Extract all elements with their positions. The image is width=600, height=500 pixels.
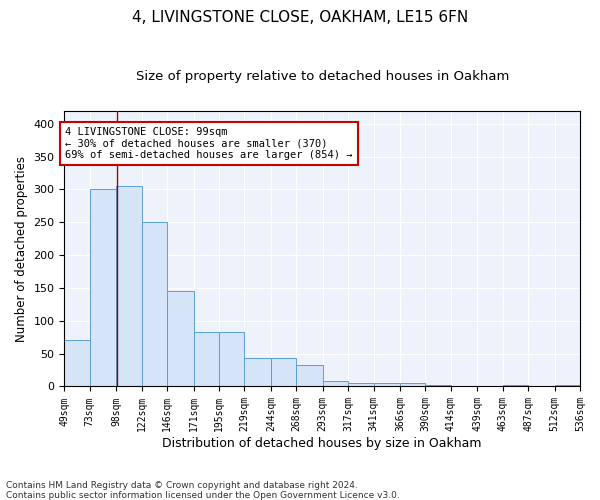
Text: Contains public sector information licensed under the Open Government Licence v3: Contains public sector information licen… <box>6 491 400 500</box>
Title: Size of property relative to detached houses in Oakham: Size of property relative to detached ho… <box>136 70 509 83</box>
Bar <box>503 384 528 386</box>
Bar <box>244 358 271 386</box>
Bar <box>296 365 323 386</box>
Bar <box>271 358 296 386</box>
Bar <box>374 383 400 386</box>
Bar <box>142 222 167 386</box>
X-axis label: Distribution of detached houses by size in Oakham: Distribution of detached houses by size … <box>163 437 482 450</box>
Bar <box>167 291 194 386</box>
Text: Contains HM Land Registry data © Crown copyright and database right 2024.: Contains HM Land Registry data © Crown c… <box>6 481 358 490</box>
Bar <box>554 384 580 386</box>
Bar <box>194 332 219 386</box>
Bar <box>64 340 90 386</box>
Text: 4 LIVINGSTONE CLOSE: 99sqm
← 30% of detached houses are smaller (370)
69% of sem: 4 LIVINGSTONE CLOSE: 99sqm ← 30% of deta… <box>65 127 353 160</box>
Bar <box>90 190 116 386</box>
Bar <box>348 383 374 386</box>
Bar <box>425 385 451 386</box>
Bar <box>219 332 244 386</box>
Text: 4, LIVINGSTONE CLOSE, OAKHAM, LE15 6FN: 4, LIVINGSTONE CLOSE, OAKHAM, LE15 6FN <box>132 10 468 25</box>
Bar <box>116 186 142 386</box>
Bar <box>400 383 425 386</box>
Bar <box>323 381 348 386</box>
Y-axis label: Number of detached properties: Number of detached properties <box>15 156 28 342</box>
